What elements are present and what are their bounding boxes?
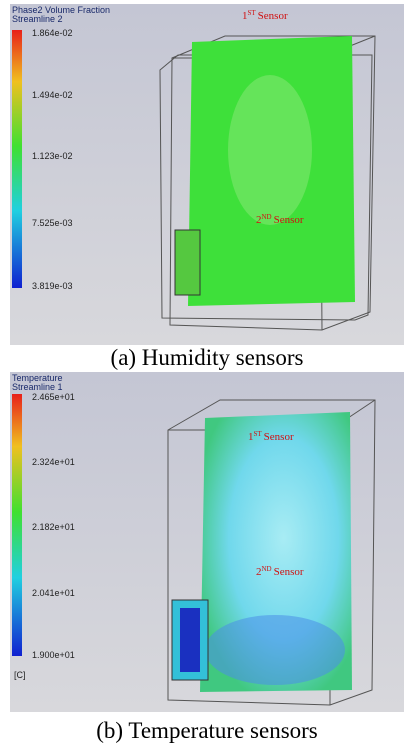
legend-subtitle: Streamline 2 — [12, 14, 63, 24]
colorbar — [12, 30, 22, 288]
colorbar-unit: [C] — [14, 670, 26, 680]
colorbar-tick: 1.900e+01 — [32, 650, 75, 660]
caption: (b) Temperature sensors — [96, 718, 318, 743]
inlet-core — [180, 608, 200, 672]
colorbar-tick: 7.525e-03 — [32, 218, 73, 228]
colorbar-tick: 3.819e-03 — [32, 281, 73, 291]
colorbar — [12, 394, 22, 656]
colorbar-tick: 1.123e-02 — [32, 151, 73, 161]
figure: Phase2 Volume Fraction Streamline 2 1.86… — [0, 0, 414, 744]
colorbar-tick: 2.324e+01 — [32, 457, 75, 467]
cold-region — [205, 615, 345, 685]
colorbar-tick: 1.864e-02 — [32, 28, 73, 38]
colorbar-tick: 2.465e+01 — [32, 392, 75, 402]
legend-subtitle: Streamline 1 — [12, 382, 63, 392]
caption: (a) Humidity sensors — [111, 345, 304, 370]
streamline-swirl — [228, 75, 312, 225]
colorbar-tick: 2.041e+01 — [32, 588, 75, 598]
colorbar-tick: 1.494e-02 — [32, 90, 73, 100]
inlet — [175, 230, 200, 295]
panel-b: Temperature Streamline 1 2.465e+01 2.324… — [10, 372, 404, 712]
colorbar-tick: 2.182e+01 — [32, 522, 75, 532]
panel-a: Phase2 Volume Fraction Streamline 2 1.86… — [10, 4, 404, 345]
